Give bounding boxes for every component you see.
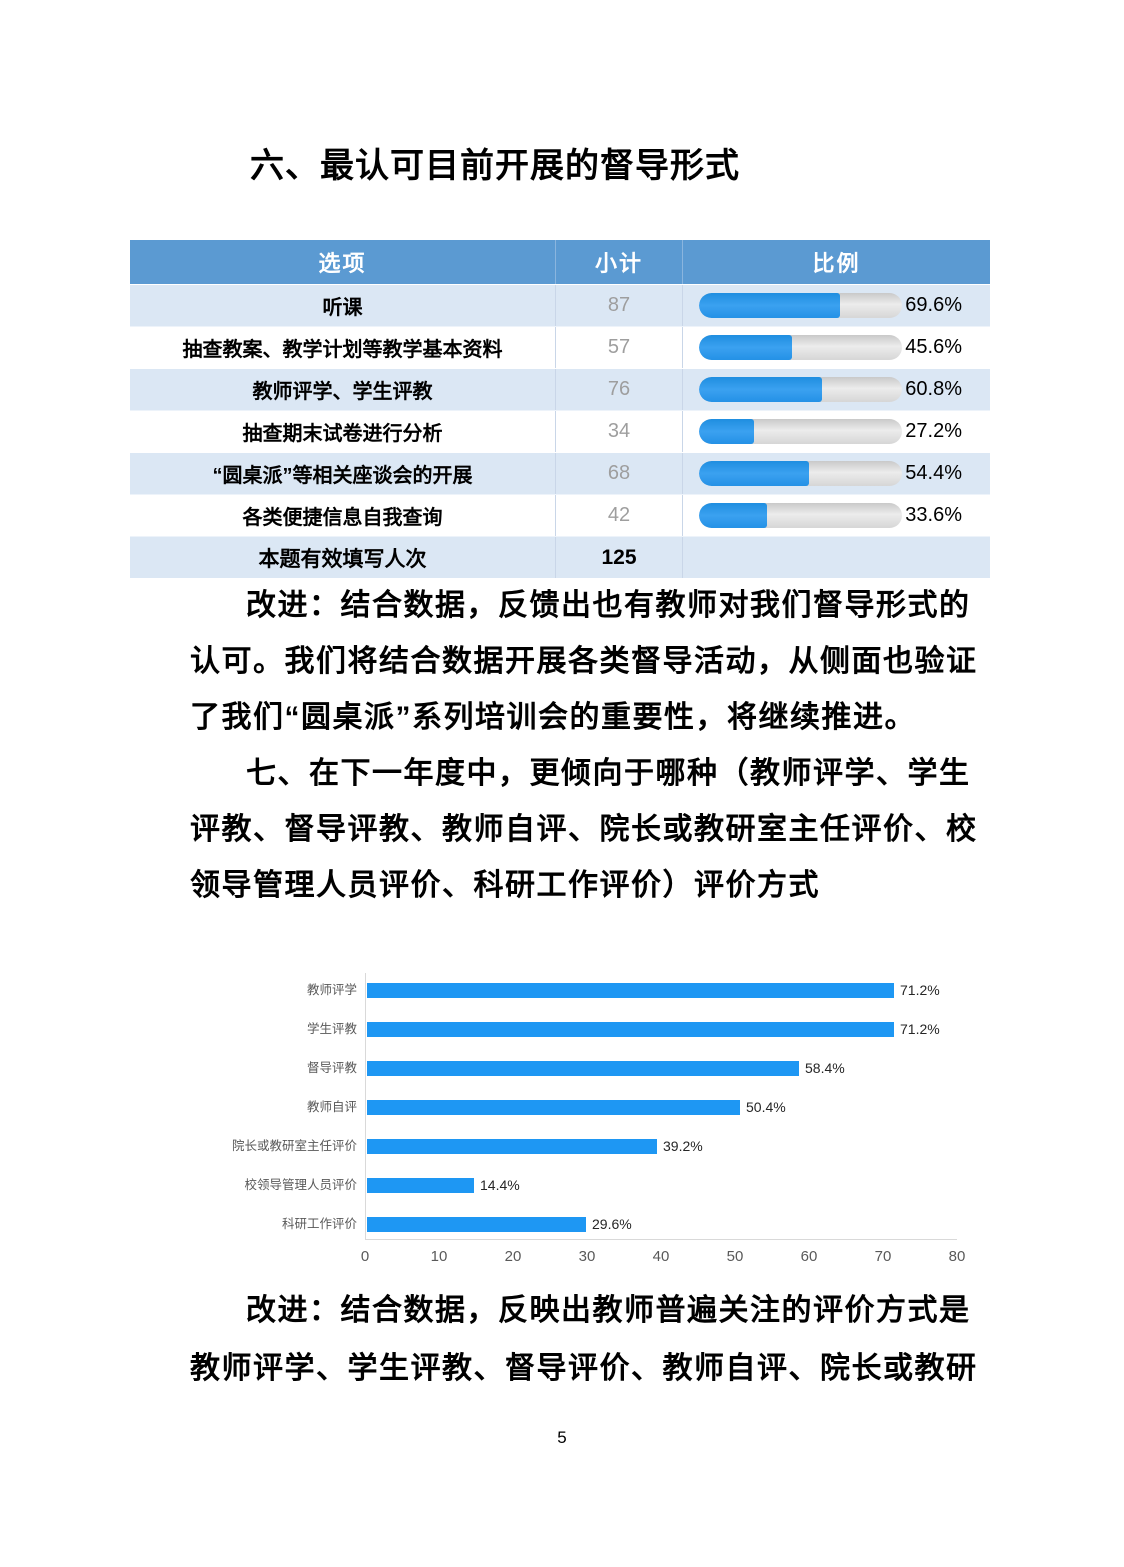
chart-value-label: 71.2%: [900, 982, 940, 998]
ratio-cell: 27.2%: [682, 411, 990, 452]
percent-label: 45.6%: [905, 336, 962, 358]
text-line: 七、在下一年度中，更倾向于哪种（教师评学、学生: [246, 757, 971, 790]
proportion-bar-track: [699, 461, 902, 486]
table-row: 各类便捷信息自我查询 42 33.6%: [130, 494, 990, 536]
table-row: 抽查期末试卷进行分析 34 27.2%: [130, 410, 990, 452]
percent-label: 27.2%: [905, 420, 962, 442]
ratio-cell: 45.6%: [682, 327, 990, 368]
body-paragraphs: 改进：结合数据，反馈出也有教师对我们督导形式的认可。我们将结合数据开展各类督导活…: [190, 578, 978, 914]
table-row: 抽查教案、教学计划等教学基本资料 57 45.6%: [130, 326, 990, 368]
chart-category-label: 教师自评: [306, 1100, 357, 1114]
evaluation-bar-chart: 71.2% 71.2% 58.4% 50.4% 39.2% 14.4% 29.6% 教师评学…: [230, 965, 970, 1277]
chart-category-label: 教师评学: [306, 983, 357, 997]
survey-results-table: 选项 小计 比例 听课 87 69.6% 抽查教案、教学计划等教学基本资料 57 45.6…: [130, 240, 990, 578]
count-cell: 76: [555, 369, 682, 410]
chart-category-label: 校领导管理人员评价: [244, 1178, 357, 1192]
chart-value-label: 58.4%: [805, 1060, 845, 1076]
text-line: 评教、督导评教、教师自评、院长或教研室主任评价、校: [190, 813, 978, 846]
x-axis-tick-label: 40: [652, 1248, 670, 1265]
chart-value-label: 39.2%: [663, 1138, 703, 1154]
count-cell: 68: [555, 453, 682, 494]
count-cell: 34: [555, 411, 682, 452]
option-cell: 教师评学、学生评教: [252, 381, 433, 403]
chart-bar: [367, 1217, 586, 1232]
ratio-cell: 54.4%: [682, 453, 990, 494]
chart-category-label: 科研工作评价: [281, 1217, 357, 1231]
proportion-bar-fill: [699, 419, 755, 444]
percent-label: 33.6%: [905, 504, 962, 526]
chart-bar: [367, 1178, 474, 1193]
percent-label: 60.8%: [905, 378, 962, 400]
table-header-row: 选项 小计 比例: [130, 240, 990, 284]
ratio-cell: 33.6%: [682, 495, 990, 536]
text-line: 改进：结合数据，反馈出也有教师对我们督导形式的: [246, 589, 971, 622]
chart-bar: [367, 983, 894, 998]
percent-label: 69.6%: [905, 294, 962, 316]
total-row-count: 125: [555, 537, 682, 578]
total-row-label: 本题有效填写人次: [258, 547, 427, 571]
page-number: 5: [557, 1428, 567, 1447]
table-row: 听课 87 69.6%: [130, 284, 990, 326]
chart-x-axis: 0 10 20 30 40 50 60 70 80: [361, 1248, 966, 1268]
proportion-bar-track: [699, 419, 902, 444]
x-axis-tick-label: 10: [430, 1248, 448, 1265]
chart-category-label: 院长或教研室主任评价: [231, 1139, 357, 1153]
table-body: 听课 87 69.6% 抽查教案、教学计划等教学基本资料 57 45.6% 教师评学、学生评…: [130, 284, 990, 536]
table-row: 教师评学、学生评教 76 60.8%: [130, 368, 990, 410]
x-axis-tick-label: 80: [948, 1248, 966, 1265]
proportion-bar-track: [699, 503, 902, 528]
chart-value-label: 50.4%: [746, 1099, 786, 1115]
chart-plot-area: 71.2% 71.2% 58.4% 50.4% 39.2% 14.4% 29.6%: [365, 973, 957, 1240]
x-axis-tick-label: 70: [874, 1248, 892, 1265]
count-cell: 57: [555, 327, 682, 368]
proportion-bar-fill: [699, 461, 810, 486]
option-cell: 各类便捷信息自我查询: [242, 507, 443, 529]
chart-bar: [367, 1061, 799, 1076]
x-axis-tick-label: 20: [504, 1248, 522, 1265]
option-cell: 抽查教案、教学计划等教学基本资料: [182, 339, 503, 361]
table-total-row: 本题有效填写人次 125: [130, 536, 990, 578]
chart-category-label: 学生评教: [306, 1022, 357, 1036]
proportion-bar-track: [699, 377, 902, 402]
section6-title: 六、最认可目前开展的督导形式: [250, 147, 740, 185]
proportion-bar-fill: [699, 293, 841, 318]
total-row-ratio-empty: [682, 537, 990, 578]
proportion-bar-fill: [699, 503, 768, 528]
proportion-bar-track: [699, 293, 902, 318]
closing-paragraph: 改进：结合数据，反映出教师普遍关注的评价方式是教师评学、学生评教、督导评价、教师…: [190, 1282, 978, 1398]
option-cell: 抽查期末试卷进行分析: [242, 423, 443, 445]
text-line: 了我们“圆桌派”系列培训会的重要性，将继续推进。: [190, 701, 916, 734]
x-axis-tick-label: 0: [360, 1248, 370, 1265]
chart-category-label: 督导评教: [306, 1061, 357, 1075]
ratio-cell: 69.6%: [682, 285, 990, 326]
proportion-bar-fill: [699, 377, 823, 402]
table-row: “圆桌派”等相关座谈会的开展 68 54.4%: [130, 452, 990, 494]
x-axis-tick-label: 30: [578, 1248, 596, 1265]
text-line: 教师评学、学生评教、督导评价、教师自评、院长或教研: [190, 1352, 978, 1385]
text-line: 领导管理人员评价、科研工作评价）评价方式: [190, 869, 820, 902]
proportion-bar-fill: [699, 335, 792, 360]
chart-value-label: 14.4%: [480, 1177, 520, 1193]
table-header-option: 选项: [318, 251, 367, 276]
option-cell: “圆桌派”等相关座谈会的开展: [212, 465, 473, 487]
percent-label: 54.4%: [905, 462, 962, 484]
chart-bar: [367, 1139, 657, 1154]
table-header-ratio: 比例: [682, 240, 990, 284]
table-header-count: 小计: [555, 240, 682, 284]
chart-value-label: 71.2%: [900, 1021, 940, 1037]
ratio-cell: 60.8%: [682, 369, 990, 410]
chart-bar: [367, 1022, 894, 1037]
x-axis-tick-label: 50: [726, 1248, 744, 1265]
chart-value-label: 29.6%: [592, 1216, 632, 1232]
proportion-bar-track: [699, 335, 902, 360]
chart-bar: [367, 1100, 740, 1115]
text-line: 改进：结合数据，反映出教师普遍关注的评价方式是: [246, 1294, 971, 1327]
text-line: 认可。我们将结合数据开展各类督导活动，从侧面也验证: [190, 645, 978, 678]
option-cell: 听课: [322, 297, 363, 319]
x-axis-tick-label: 60: [800, 1248, 818, 1265]
count-cell: 87: [555, 285, 682, 326]
count-cell: 42: [555, 495, 682, 536]
